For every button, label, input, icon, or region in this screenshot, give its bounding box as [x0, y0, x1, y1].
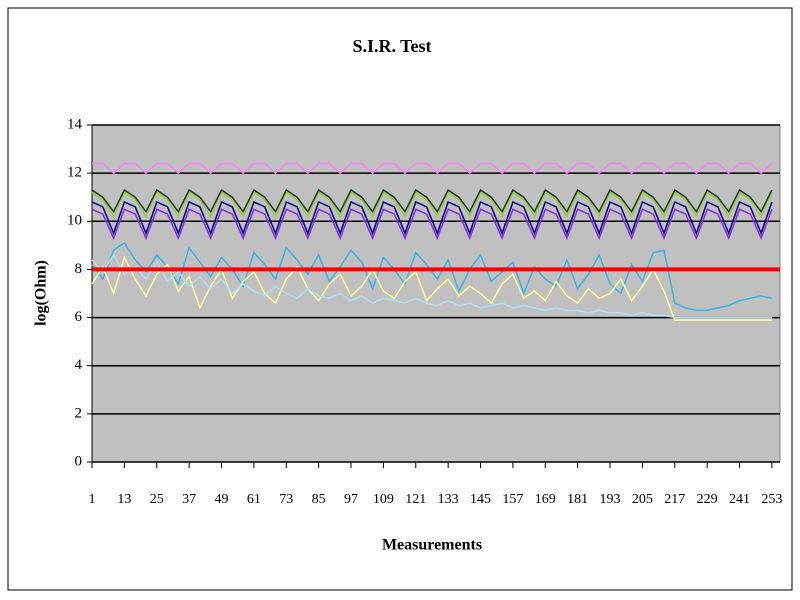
x-tick-label: 193	[600, 492, 621, 507]
x-tick-label: 157	[502, 492, 523, 507]
y-tick-label: 10	[67, 213, 82, 229]
series-line	[91, 200, 773, 236]
y-tick-label: 4	[75, 357, 83, 373]
x-tick-label: 1	[89, 492, 96, 507]
y-axis-label: log(Ohm)	[33, 260, 50, 326]
y-tick-label: 8	[75, 261, 83, 277]
x-tick-label: 85	[312, 492, 326, 507]
x-tick-label: 109	[373, 492, 394, 507]
y-tick-label: 14	[67, 116, 83, 132]
series-line	[91, 255, 772, 321]
series-line	[92, 162, 773, 175]
series-line	[91, 253, 772, 319]
x-tick-label: 73	[279, 492, 293, 507]
chart-title: S.I.R. Test	[352, 36, 431, 56]
x-tick-label: 217	[664, 492, 685, 507]
x-tick-label: 61	[247, 492, 261, 507]
x-tick-label: 97	[344, 492, 358, 507]
y-tick-label: 12	[67, 165, 82, 181]
x-axis-label: Measurements	[382, 537, 482, 554]
x-tick-label: 37	[182, 492, 196, 507]
x-tick-label: 13	[117, 492, 131, 507]
x-tick-label: 205	[632, 492, 653, 507]
x-tick-label: 25	[150, 492, 164, 507]
x-tick-label: 145	[470, 492, 491, 507]
series-line	[91, 191, 773, 219]
x-tick-label: 181	[567, 492, 588, 507]
y-tick-label: 0	[75, 453, 83, 469]
x-tick-label: 121	[405, 492, 426, 507]
x-tick-label: 169	[535, 492, 556, 507]
x-tick-label: 253	[761, 492, 782, 507]
x-tick-label: 49	[215, 492, 229, 507]
series-line	[91, 208, 773, 241]
y-tick-label: 6	[75, 309, 83, 325]
y-tick-label: 2	[75, 405, 83, 421]
x-tick-label: 229	[697, 492, 718, 507]
series-line	[91, 188, 773, 214]
x-tick-label: 241	[729, 492, 750, 507]
x-tick-label: 133	[438, 492, 459, 507]
